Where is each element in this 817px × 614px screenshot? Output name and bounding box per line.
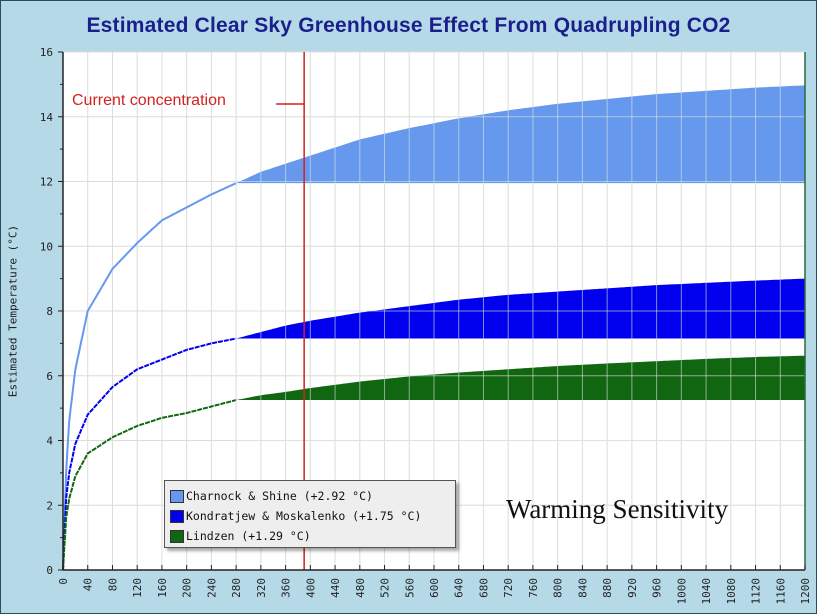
x-tick-label: 880: [601, 578, 614, 598]
current-concentration-label: Current concentration: [72, 92, 226, 109]
legend-label: Kondratjew & Moskalenko (+1.75 °C): [186, 509, 422, 523]
x-tick-label: 920: [626, 578, 639, 598]
y-tick-label: 10: [40, 240, 53, 253]
y-tick-label: 8: [46, 305, 53, 318]
legend: Charnock & Shine (+2.92 °C) Kondratjew &…: [164, 480, 456, 548]
x-tick-label: 0: [57, 578, 70, 585]
y-tick-label: 0: [46, 564, 53, 577]
x-tick-label: 640: [453, 578, 466, 598]
legend-item: Charnock & Shine (+2.92 °C): [165, 486, 455, 506]
series-area-kondratjew: [236, 278, 806, 339]
x-tick-label: 400: [304, 578, 317, 598]
x-tick-label: 560: [403, 578, 416, 598]
x-tick-label: 720: [502, 578, 515, 598]
x-tick-label: 760: [527, 578, 540, 598]
series-line-lindzen: [62, 399, 237, 571]
y-tick-label: 4: [46, 435, 53, 448]
y-tick-label: 6: [46, 370, 53, 383]
x-tick-label: 240: [205, 578, 218, 598]
legend-swatch-kondratjew: [170, 509, 184, 523]
x-tick-label: 800: [552, 578, 565, 598]
warming-sensitivity-annotation: Warming Sensitivity: [506, 494, 729, 524]
x-tick-label: 1160: [774, 578, 787, 605]
series-line-kondratjew: [62, 337, 237, 571]
x-tick-label: 1080: [725, 578, 738, 605]
y-tick-label: 2: [46, 499, 53, 512]
series-area-charnock: [236, 85, 806, 184]
chart-title: Estimated Clear Sky Greenhouse Effect Fr…: [86, 14, 731, 37]
x-tick-label: 80: [106, 578, 119, 591]
legend-item: Lindzen (+1.29 °C): [165, 526, 455, 546]
x-tick-label: 520: [379, 578, 392, 598]
x-tick-label: 960: [651, 578, 664, 598]
x-tick-label: 440: [329, 578, 342, 598]
x-tick-label: 320: [255, 578, 268, 598]
y-tick-label: 12: [40, 176, 53, 189]
legend-label: Lindzen (+1.29 °C): [186, 529, 311, 543]
x-tick-label: 600: [428, 578, 441, 598]
legend-swatch-lindzen: [170, 529, 184, 543]
legend-item: Kondratjew & Moskalenko (+1.75 °C): [165, 506, 455, 526]
x-tick-label: 1040: [700, 578, 713, 605]
x-tick-label: 1000: [675, 578, 688, 605]
legend-label: Charnock & Shine (+2.92 °C): [186, 489, 373, 503]
x-axis-ticks: 0 40 80 120 160 200 240 280 320 360 400 440 480 520 56…: [57, 565, 812, 605]
x-tick-label: 120: [131, 578, 144, 598]
legend-swatch-charnock: [170, 489, 184, 503]
x-tick-label: 160: [156, 578, 169, 598]
x-tick-label: 480: [354, 578, 367, 598]
x-tick-label: 840: [576, 578, 589, 598]
y-tick-label: 16: [40, 46, 53, 59]
series-line-charnock: [62, 182, 237, 571]
x-tick-label: 280: [230, 578, 243, 598]
x-tick-label: 1120: [750, 578, 763, 605]
x-tick-label: 200: [181, 578, 194, 598]
y-axis-ticks: 0 2 4 6 8 10 12 14 16: [40, 46, 63, 577]
series-area-lindzen: [236, 355, 806, 401]
x-tick-label: 40: [82, 578, 95, 591]
x-tick-label: 680: [477, 578, 490, 598]
y-tick-label: 14: [40, 111, 54, 124]
x-tick-label: 1200: [799, 578, 812, 605]
x-tick-label: 360: [280, 578, 293, 598]
